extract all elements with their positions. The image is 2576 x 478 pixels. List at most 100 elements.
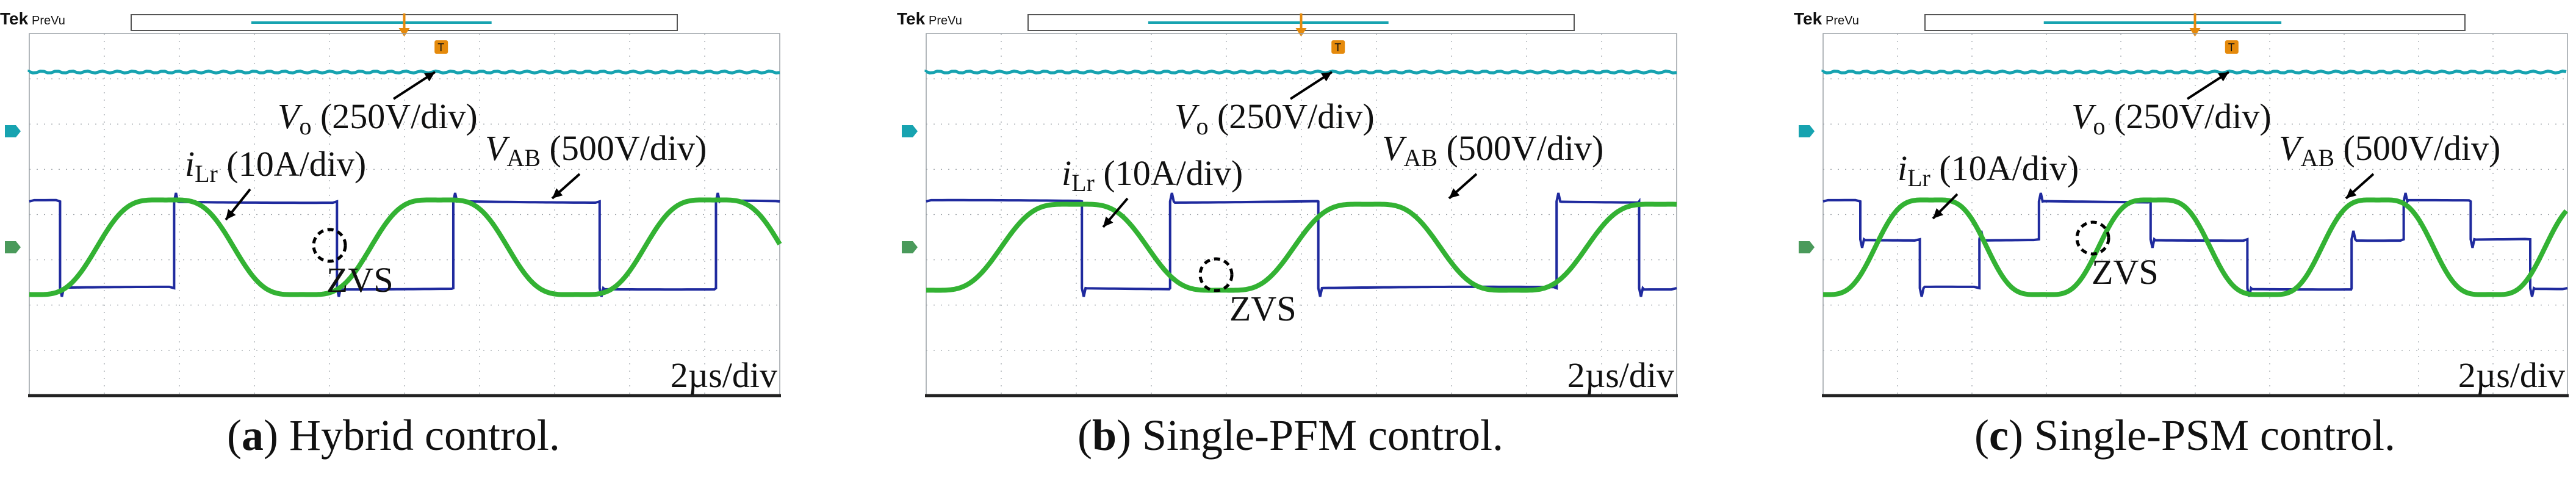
vab-subscript: AB xyxy=(506,144,541,172)
zvs-label: ZVS xyxy=(326,260,394,300)
vo-subscript: o xyxy=(2093,112,2105,140)
prevu-label: PreVu xyxy=(929,14,962,27)
vo-arrow-head xyxy=(1321,72,1332,82)
graticule xyxy=(925,33,1678,397)
vab-subscript: AB xyxy=(1403,144,1437,172)
prevu-label: PreVu xyxy=(32,14,65,27)
vo-symbol: V xyxy=(1175,96,1200,136)
brand-logo: Tek xyxy=(897,9,926,28)
ilr-trace xyxy=(926,201,1677,293)
vab-symbol: V xyxy=(2279,128,2304,168)
zvs-marker xyxy=(1198,257,1234,292)
figure-caption: (c) Single-PSM control. xyxy=(1974,411,2395,460)
vo-label: Vo (250V/div) xyxy=(1175,96,1375,140)
vab-arrow-head xyxy=(2346,188,2357,198)
ilr-scale: (10A/div) xyxy=(218,144,366,184)
zvs-label: ZVS xyxy=(2092,252,2159,292)
trigger-position-icon xyxy=(398,28,410,37)
vab-trace xyxy=(926,192,1677,297)
ilr-scale: (10A/div) xyxy=(1095,153,1243,193)
zvs-label: ZVS xyxy=(1229,289,1297,328)
ilr-arrow-head xyxy=(226,209,236,220)
vab-symbol: V xyxy=(1382,128,1408,168)
trigger-level-icon xyxy=(434,40,448,54)
channel-2-ground-marker xyxy=(902,125,918,137)
channel-3-ground-marker xyxy=(5,241,21,253)
vo-arrow-head xyxy=(424,72,435,82)
caption-text: Single-PFM control. xyxy=(1131,411,1504,460)
ilr-symbol: i xyxy=(185,144,195,184)
vo-scale: (250V/div) xyxy=(311,96,477,136)
timebase-label: 2µs/div xyxy=(2458,355,2565,395)
caption-text: Single-PSM control. xyxy=(2023,411,2395,460)
vab-trace xyxy=(29,192,780,297)
vab-scale: (500V/div) xyxy=(1437,128,1603,168)
ilr-label: iLr (10A/div) xyxy=(1062,153,1243,197)
vo-subscript: o xyxy=(1196,112,1208,140)
ilr-label: iLr (10A/div) xyxy=(185,144,366,187)
vo-scale: (250V/div) xyxy=(2105,96,2271,136)
brand-logo: Tek xyxy=(0,9,29,28)
ilr-arrow-head xyxy=(1103,216,1114,227)
caption-letter: b xyxy=(1092,411,1117,460)
ilr-trace xyxy=(1822,197,2569,297)
vo-trace xyxy=(1821,69,2567,75)
vab-symbol: V xyxy=(485,128,511,168)
trigger-position-icon xyxy=(1295,28,1307,37)
vo-label: Vo (250V/div) xyxy=(278,96,478,140)
graticule xyxy=(1822,33,2569,397)
trigger-level-icon xyxy=(2225,40,2239,54)
caption-text: Hybrid control. xyxy=(278,411,560,460)
channel-3-ground-marker xyxy=(1799,241,1815,253)
trigger-position-icon xyxy=(2189,28,2201,37)
graticule xyxy=(28,33,781,397)
trigger-level-letter: T xyxy=(1334,42,1341,54)
vab-scale: (500V/div) xyxy=(2334,128,2500,168)
trigger-level-icon xyxy=(1331,40,1345,54)
vab-subscript: AB xyxy=(2300,144,2334,172)
trigger-level-letter: T xyxy=(437,42,444,54)
vo-label: Vo (250V/div) xyxy=(2071,96,2272,140)
ilr-symbol: i xyxy=(1898,148,1907,188)
vab-label: VAB (500V/div) xyxy=(2279,128,2500,172)
scope-panel-c: Tek PreVu T Vo (250V/div) iLr (10A/div) VAB … xyxy=(1794,0,2576,478)
channel-2-ground-marker xyxy=(5,125,21,137)
ilr-scale: (10A/div) xyxy=(1930,148,2079,188)
scope-screen: Tek PreVu T Vo (250V/div) iLr (10A/div) VAB … xyxy=(1794,9,2569,397)
figure-caption: (a) Hybrid control. xyxy=(227,411,560,460)
zvs-marker xyxy=(2075,220,2110,256)
vo-symbol: V xyxy=(278,96,303,136)
vo-trace xyxy=(924,69,1677,75)
prevu-label: PreVu xyxy=(1826,14,1859,27)
scope-panel-a: Tek PreVu T Vo (250V/div) iLr (10A/div) VAB … xyxy=(0,0,787,478)
ilr-symbol: i xyxy=(1062,153,1071,193)
timebase-label: 2µs/div xyxy=(1567,355,1674,395)
vo-symbol: V xyxy=(2071,96,2097,136)
vab-scale: (500V/div) xyxy=(541,128,707,168)
trigger-level-letter: T xyxy=(2228,42,2235,54)
vab-label: VAB (500V/div) xyxy=(1382,128,1603,172)
ilr-subscript: Lr xyxy=(195,160,218,187)
vo-arrow-head xyxy=(2218,72,2229,82)
vab-label: VAB (500V/div) xyxy=(485,128,707,172)
channel-2-ground-marker xyxy=(1799,125,1815,137)
ilr-subscript: Lr xyxy=(1071,169,1095,197)
channel-3-ground-marker xyxy=(902,241,918,253)
ilr-subscript: Lr xyxy=(1907,164,1930,192)
ilr-label: iLr (10A/div) xyxy=(1898,148,2079,192)
timebase-label: 2µs/div xyxy=(671,355,777,395)
brand-logo: Tek xyxy=(1794,9,1822,28)
vab-trace xyxy=(1822,192,2568,297)
caption-letter: c xyxy=(1989,411,2009,460)
ilr-trace xyxy=(29,197,782,297)
vo-subscript: o xyxy=(299,112,311,140)
vo-scale: (250V/div) xyxy=(1208,96,1374,136)
vo-trace xyxy=(27,69,780,75)
scope-panel-b: Tek PreVu T Vo (250V/div) iLr (10A/div) VAB … xyxy=(897,0,1684,478)
vab-arrow-head xyxy=(552,188,563,198)
figure-caption: (b) Single-PFM control. xyxy=(1077,411,1504,460)
vab-arrow-head xyxy=(1449,188,1460,198)
caption-letter: a xyxy=(242,411,264,460)
